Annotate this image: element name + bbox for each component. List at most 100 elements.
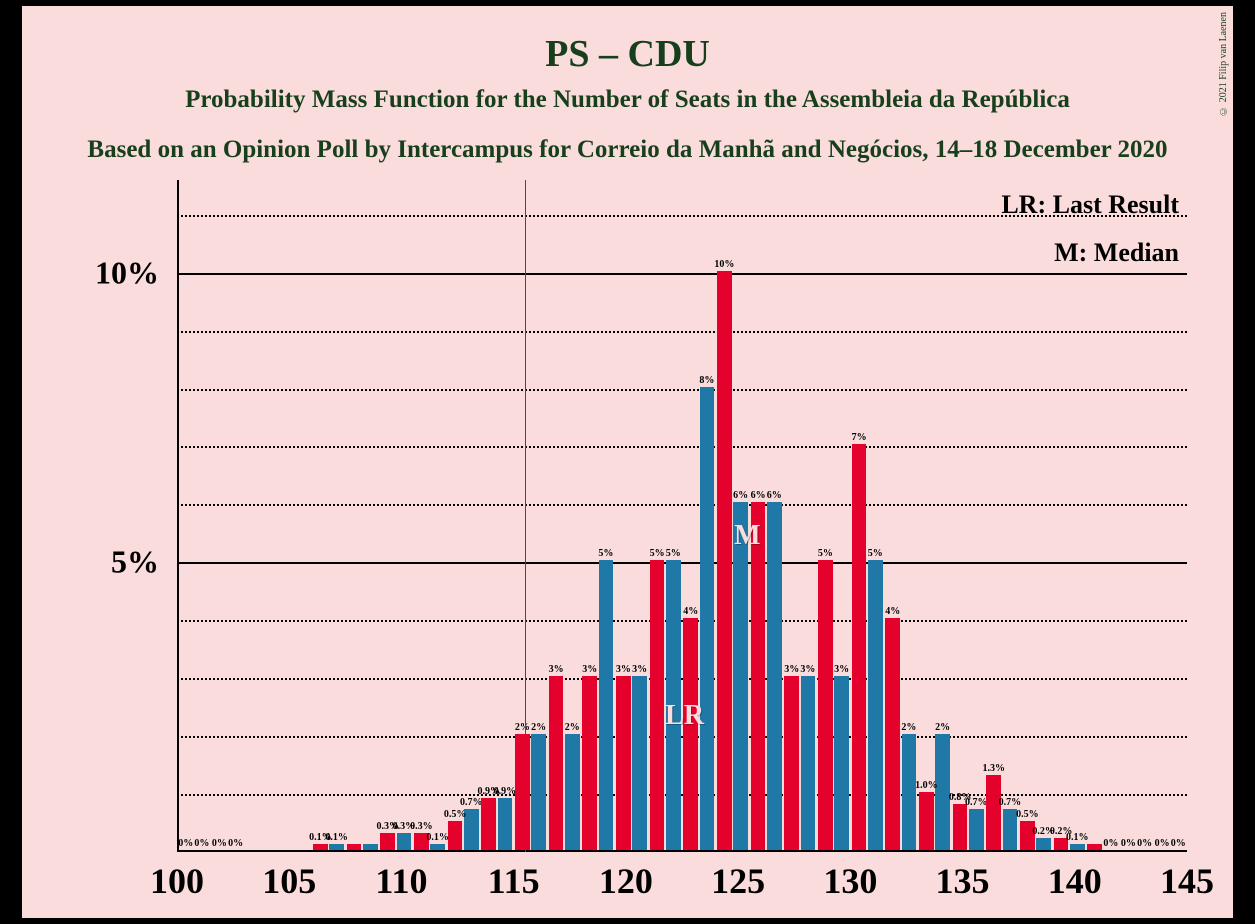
bar-label: 3%	[834, 664, 849, 675]
grid-minor	[177, 504, 1187, 506]
bar-red	[1087, 844, 1102, 850]
bar-label: 2%	[515, 722, 530, 733]
y-tick-label: 10%	[95, 254, 159, 291]
bar-blue	[397, 833, 412, 850]
x-tick-label: 145	[1160, 860, 1214, 902]
bar-label: 1.3%	[983, 763, 1006, 774]
bar-red	[717, 271, 732, 850]
bar-label: 0%	[212, 838, 227, 849]
bar-red	[986, 775, 1001, 850]
bar-blue	[935, 734, 950, 850]
x-tick-label: 125	[711, 860, 765, 902]
bar-blue	[430, 844, 445, 850]
bar-label: 6%	[733, 490, 748, 501]
bar-blue	[733, 502, 748, 850]
chart-title: PS – CDU	[22, 32, 1233, 76]
chart-subtitle: Probability Mass Function for the Number…	[22, 86, 1233, 114]
bar-blue	[498, 798, 513, 850]
bar-label: 2%	[531, 722, 546, 733]
bar-red	[616, 676, 631, 850]
x-axis	[177, 850, 1187, 852]
legend-lr: LR: Last Result	[1001, 190, 1179, 220]
chart-subtitle2: Based on an Opinion Poll by Intercampus …	[0, 136, 1255, 164]
bar-label: 0%	[194, 838, 209, 849]
chart-canvas: © 2021 Filip van Laenen PS – CDU Probabi…	[22, 6, 1233, 918]
bar-red	[582, 676, 597, 850]
bar-red	[448, 821, 463, 850]
median-marker: M	[734, 520, 760, 552]
bar-blue	[902, 734, 917, 850]
bar-red	[683, 618, 698, 850]
bar-blue	[1070, 844, 1085, 850]
bar-label: 0.7%	[460, 797, 483, 808]
bar-blue	[363, 844, 378, 850]
bar-label: 0%	[178, 838, 193, 849]
bar-red	[481, 798, 496, 850]
bar-label: 2%	[935, 722, 950, 733]
bar-blue	[834, 676, 849, 850]
bar-label: 5%	[598, 548, 613, 559]
bar-label: 0%	[228, 838, 243, 849]
x-tick-label: 110	[375, 860, 427, 902]
bar-label: 0.3%	[410, 821, 433, 832]
bar-label: 0.7%	[999, 797, 1022, 808]
bar-red	[784, 676, 799, 850]
grid-minor	[177, 389, 1187, 391]
bar-red	[852, 444, 867, 850]
bar-red	[549, 676, 564, 850]
bar-label: 3%	[632, 664, 647, 675]
bar-label: 0%	[1155, 838, 1170, 849]
bar-label: 0.1%	[426, 832, 449, 843]
bar-blue	[599, 560, 614, 850]
bar-label: 2%	[901, 722, 916, 733]
x-tick-label: 100	[150, 860, 204, 902]
bar-label: 5%	[818, 548, 833, 559]
bar-red	[515, 734, 530, 850]
bar-red	[313, 844, 328, 850]
bar-red	[953, 804, 968, 850]
bar-blue	[700, 387, 715, 850]
x-tick-label: 130	[823, 860, 877, 902]
bar-label: 1.0%	[915, 780, 938, 791]
bar-label: 5%	[666, 548, 681, 559]
bar-label: 4%	[885, 606, 900, 617]
x-tick-label: 120	[599, 860, 653, 902]
y-tick-label: 5%	[111, 544, 159, 581]
legend-m: M: Median	[1054, 238, 1179, 268]
bar-blue	[1003, 809, 1018, 850]
bar-label: 0.1%	[325, 832, 348, 843]
last-result-line	[525, 180, 527, 852]
plot-area: 0%0%0%0%0.1%0.1%0.3%0.3%0.3%0.1%0.5%0.7%…	[177, 180, 1187, 852]
bar-red	[885, 618, 900, 850]
bar-label: 6%	[767, 490, 782, 501]
bar-label: 0%	[1171, 838, 1186, 849]
bar-blue	[632, 676, 647, 850]
bar-label: 0.7%	[965, 797, 988, 808]
grid-minor	[177, 736, 1187, 738]
bar-label: 0%	[1121, 838, 1136, 849]
bar-red	[380, 833, 395, 850]
bar-label: 0.1%	[1066, 832, 1089, 843]
bar-blue	[868, 560, 883, 850]
bar-label: 3%	[549, 664, 564, 675]
bar-label: 3%	[616, 664, 631, 675]
bar-label: 3%	[800, 664, 815, 675]
grid-major	[177, 273, 1187, 275]
x-tick-label: 135	[936, 860, 990, 902]
bar-label: 7%	[852, 432, 867, 443]
bar-label: 0%	[1103, 838, 1118, 849]
bar-label: 6%	[751, 490, 766, 501]
bar-label: 2%	[565, 722, 580, 733]
bar-label: 0.5%	[1016, 809, 1039, 820]
bar-red	[751, 502, 766, 850]
bar-blue	[969, 809, 984, 850]
bar-label: 0%	[1137, 838, 1152, 849]
last-result-marker: LR	[665, 700, 704, 732]
bar-label: 4%	[683, 606, 698, 617]
bar-label: 3%	[582, 664, 597, 675]
grid-major	[177, 562, 1187, 564]
bar-blue	[565, 734, 580, 850]
bar-label: 8%	[699, 375, 714, 386]
x-tick-label: 105	[262, 860, 316, 902]
bar-blue	[1036, 838, 1051, 850]
